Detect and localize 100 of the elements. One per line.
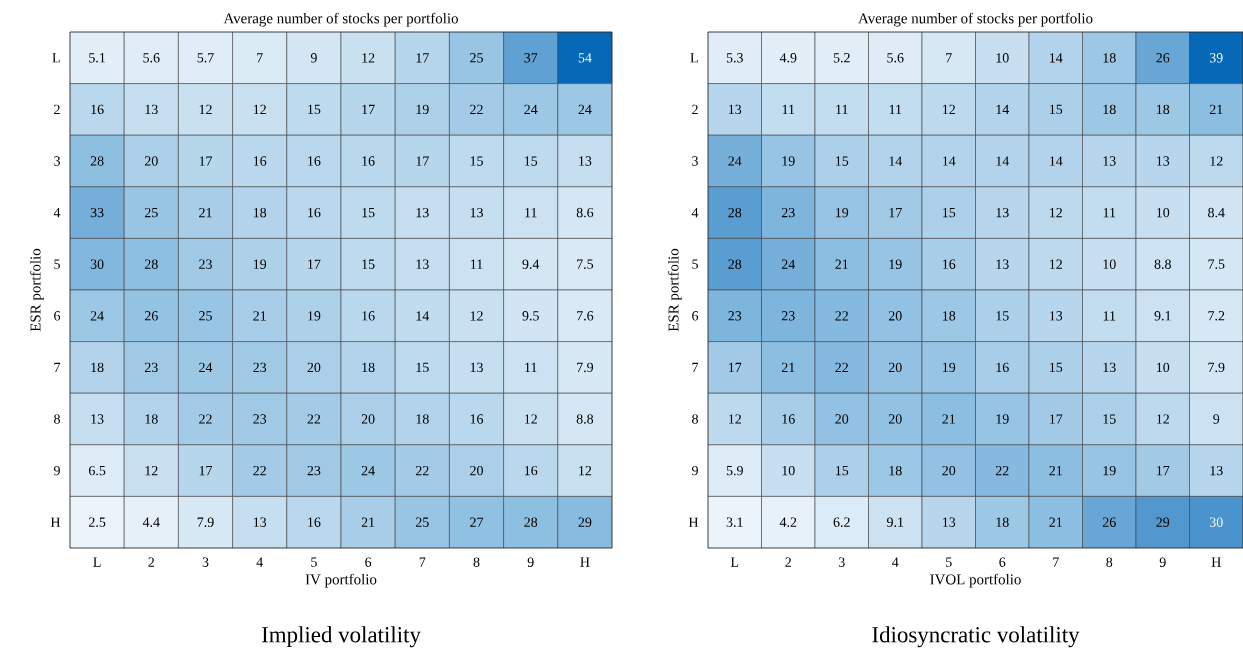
data-label: 9.5 — [522, 311, 539, 321]
data-label: 16 — [362, 311, 375, 321]
y-tick-label: 3 — [692, 156, 698, 166]
y-tick-label: 2 — [692, 104, 698, 115]
data-label: 16 — [362, 156, 375, 166]
data-label: 17 — [199, 156, 213, 166]
data-label: 15 — [943, 207, 956, 218]
data-label: 24 — [361, 465, 375, 476]
data-label: 7 — [257, 53, 263, 63]
data-label: 16 — [996, 362, 1009, 373]
y-tick-label: 5 — [54, 259, 60, 269]
data-label: 18 — [889, 465, 902, 476]
x-tick-label: 2 — [785, 557, 791, 567]
data-label: 7.5 — [1208, 259, 1225, 269]
data-label: 13 — [579, 156, 592, 166]
data-label: 18 — [91, 362, 104, 373]
data-label: 13 — [145, 104, 158, 115]
data-label: 37 — [524, 53, 538, 63]
data-label: 29 — [1156, 517, 1170, 527]
data-label: 17 — [199, 465, 213, 476]
data-label: 5.2 — [833, 53, 850, 63]
data-label: 5.3 — [726, 53, 743, 63]
data-label: 11 — [836, 104, 848, 115]
data-label: 23 — [781, 207, 795, 218]
data-label: 8.6 — [576, 207, 594, 218]
data-label: 17 — [362, 104, 375, 115]
data-label: 5.7 — [197, 53, 214, 63]
data-label: 25 — [144, 207, 158, 218]
data-label: 5.6 — [143, 53, 160, 63]
data-label: 20 — [942, 465, 956, 476]
data-label: 27 — [470, 517, 484, 527]
x-tick-label: 6 — [999, 557, 1006, 567]
data-label: 10 — [1157, 362, 1170, 373]
data-label: 15 — [524, 156, 538, 166]
data-label: 19 — [996, 414, 1009, 424]
data-label: 23 — [781, 311, 795, 321]
data-label: 17 — [416, 53, 429, 63]
data-label: 13 — [996, 259, 1009, 269]
data-label: 15 — [836, 465, 849, 476]
data-label: 9 — [310, 53, 317, 63]
data-label: 18 — [1103, 104, 1116, 115]
data-label: 23 — [199, 259, 212, 269]
data-label: 10 — [1103, 259, 1116, 269]
data-label: 3.1 — [726, 517, 743, 527]
x-axis-title: IV portfolio — [305, 573, 377, 588]
data-label: 20 — [144, 156, 158, 166]
y-tick-label: 4 — [53, 208, 61, 218]
data-label: 24 — [578, 104, 592, 115]
data-label: 26 — [1156, 53, 1170, 63]
data-label: 18 — [1103, 53, 1116, 63]
data-label: 20 — [835, 414, 849, 424]
data-label: 12 — [524, 414, 537, 424]
data-label: 24 — [90, 311, 104, 321]
data-label: 18 — [145, 414, 158, 424]
data-label: 13 — [416, 259, 429, 269]
data-label: 16 — [470, 414, 484, 424]
data-label: 13 — [943, 517, 956, 527]
data-label: 26 — [144, 311, 158, 321]
y-tick-label: 3 — [54, 156, 60, 166]
x-tick-label: 2 — [148, 557, 155, 567]
data-label: 7.5 — [577, 259, 594, 269]
data-label: 22 — [835, 311, 848, 321]
data-label: 11 — [525, 362, 537, 373]
text: Idiosyncratic volatility — [872, 626, 1080, 648]
data-label: 19 — [782, 156, 795, 166]
data-label: 20 — [888, 311, 902, 321]
data-label: 22 — [307, 414, 321, 424]
data-label: 14 — [416, 311, 430, 321]
data-label: 11 — [889, 104, 902, 115]
data-label: 20 — [361, 414, 375, 424]
y-tick-label: 7 — [54, 362, 61, 372]
data-label: 23 — [728, 311, 742, 321]
text: Implied volatility — [261, 626, 421, 648]
data-label: 14 — [996, 156, 1010, 166]
data-label: 26 — [1102, 517, 1116, 527]
data-label: 16 — [782, 414, 795, 424]
data-label: 25 — [199, 311, 212, 321]
y-axis-title: ESR portfolio — [29, 248, 44, 332]
data-label: 4.4 — [142, 517, 160, 527]
data-label: 21 — [1049, 465, 1062, 476]
data-label: 39 — [1209, 53, 1223, 63]
x-tick-label: 8 — [473, 557, 480, 567]
data-label: 18 — [943, 311, 956, 321]
data-label: 19 — [416, 104, 429, 115]
y-tick-label: 2 — [54, 104, 60, 115]
data-label: 5.1 — [89, 53, 105, 63]
x-tick-label: H — [1211, 557, 1221, 567]
data-label: 17 — [1157, 465, 1170, 476]
data-label: 13 — [470, 207, 483, 218]
data-label: 21 — [199, 207, 212, 218]
data-label: 19 — [943, 362, 956, 373]
data-label: 21 — [1049, 517, 1062, 527]
data-label: 13 — [729, 104, 742, 115]
data-label: 19 — [836, 207, 849, 218]
y-tick-label: 8 — [692, 414, 698, 424]
y-tick-label: 4 — [691, 208, 699, 218]
data-label: 10 — [782, 465, 795, 476]
y-tick-label: L — [52, 53, 60, 63]
data-label: 12 — [1050, 207, 1062, 218]
data-label: 14 — [1050, 53, 1063, 63]
